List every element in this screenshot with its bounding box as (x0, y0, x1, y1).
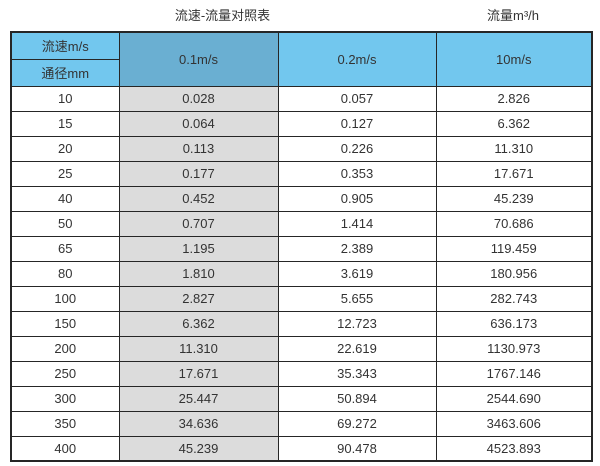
value-cell: 0.064 (118, 110, 279, 137)
value-cell: 0.452 (118, 185, 279, 212)
value-cell: 2544.690 (435, 385, 593, 412)
value-cell: 1.414 (277, 210, 437, 237)
diameter-cell: 20 (10, 135, 120, 162)
value-cell: 11.310 (118, 335, 279, 362)
value-cell: 45.239 (118, 435, 279, 462)
table-row: 100 2.827 5.655 282.743 (10, 285, 593, 312)
table-row: 50 0.707 1.414 70.686 (10, 210, 593, 237)
value-cell: 0.707 (118, 210, 279, 237)
titlebar: 流速-流量对照表 流量m³/h (0, 5, 600, 25)
table-row: 25 0.177 0.353 17.671 (10, 160, 593, 187)
value-cell: 11.310 (435, 135, 593, 162)
diameter-cell: 250 (10, 360, 120, 387)
value-cell: 6.362 (435, 110, 593, 137)
table-row: 10 0.028 0.057 2.826 (10, 85, 593, 112)
value-cell: 0.353 (277, 160, 437, 187)
table-row: 150 6.362 12.723 636.173 (10, 310, 593, 337)
value-cell: 35.343 (277, 360, 437, 387)
value-cell: 1767.146 (435, 360, 593, 387)
diameter-cell: 50 (10, 210, 120, 237)
diameter-cell: 400 (10, 435, 120, 462)
table-title: 流速-流量对照表 (174, 8, 271, 23)
value-cell: 3463.606 (435, 410, 593, 437)
value-cell: 5.655 (277, 285, 437, 312)
value-cell: 2.827 (118, 285, 279, 312)
value-cell: 4523.893 (435, 435, 593, 462)
diameter-cell: 300 (10, 385, 120, 412)
value-cell: 17.671 (435, 160, 593, 187)
diameter-cell: 200 (10, 335, 120, 362)
diameter-cell: 150 (10, 310, 120, 337)
table-row: 20 0.113 0.226 11.310 (10, 135, 593, 162)
value-cell: 6.362 (118, 310, 279, 337)
value-cell: 2.826 (435, 85, 593, 112)
value-cell: 0.028 (118, 85, 279, 112)
header-diameter: 通径mm (10, 58, 120, 87)
diameter-cell: 65 (10, 235, 120, 262)
table-row: 200 11.310 22.619 1130.973 (10, 335, 593, 362)
header-speed-10: 10m/s (435, 31, 593, 87)
value-cell: 90.478 (277, 435, 437, 462)
table-row: 40 0.452 0.905 45.239 (10, 185, 593, 212)
value-cell: 0.057 (277, 85, 437, 112)
value-cell: 0.905 (277, 185, 437, 212)
table-row: 80 1.810 3.619 180.956 (10, 260, 593, 287)
value-cell: 45.239 (435, 185, 593, 212)
value-cell: 0.226 (277, 135, 437, 162)
table-row: 400 45.239 90.478 4523.893 (10, 435, 593, 462)
diameter-cell: 15 (10, 110, 120, 137)
value-cell: 0.113 (118, 135, 279, 162)
table-row: 300 25.447 50.894 2544.690 (10, 385, 593, 412)
table-row: 250 17.671 35.343 1767.146 (10, 360, 593, 387)
table-row: 350 34.636 69.272 3463.606 (10, 410, 593, 437)
table-header: 流速m/s 0.1m/s 0.2m/s 10m/s 通径mm (10, 31, 593, 87)
value-cell: 0.177 (118, 160, 279, 187)
diameter-cell: 10 (10, 85, 120, 112)
value-cell: 0.127 (277, 110, 437, 137)
value-cell: 22.619 (277, 335, 437, 362)
header-speed-0-2: 0.2m/s (277, 31, 437, 87)
diameter-cell: 350 (10, 410, 120, 437)
diameter-cell: 100 (10, 285, 120, 312)
table-row: 15 0.064 0.127 6.362 (10, 110, 593, 137)
value-cell: 50.894 (277, 385, 437, 412)
value-cell: 1130.973 (435, 335, 593, 362)
value-cell: 1.195 (118, 235, 279, 262)
diameter-cell: 80 (10, 260, 120, 287)
value-cell: 12.723 (277, 310, 437, 337)
value-cell: 180.956 (435, 260, 593, 287)
value-cell: 282.743 (435, 285, 593, 312)
table-body: 10 0.028 0.057 2.826 15 0.064 0.127 6.36… (10, 85, 593, 462)
diameter-cell: 25 (10, 160, 120, 187)
value-cell: 69.272 (277, 410, 437, 437)
value-cell: 1.810 (118, 260, 279, 287)
value-cell: 2.389 (277, 235, 437, 262)
flow-velocity-table: 流速m/s 0.1m/s 0.2m/s 10m/s 通径mm 10 0.028 … (10, 31, 593, 462)
value-cell: 119.459 (435, 235, 593, 262)
value-cell: 34.636 (118, 410, 279, 437)
value-cell: 25.447 (118, 385, 279, 412)
value-cell: 17.671 (118, 360, 279, 387)
header-speed-0-1: 0.1m/s (118, 31, 279, 87)
value-cell: 636.173 (435, 310, 593, 337)
value-cell: 3.619 (277, 260, 437, 287)
header-flow-speed: 流速m/s (10, 31, 120, 60)
flow-unit-title: 流量m³/h (486, 8, 539, 23)
diameter-cell: 40 (10, 185, 120, 212)
value-cell: 70.686 (435, 210, 593, 237)
table-row: 65 1.195 2.389 119.459 (10, 235, 593, 262)
